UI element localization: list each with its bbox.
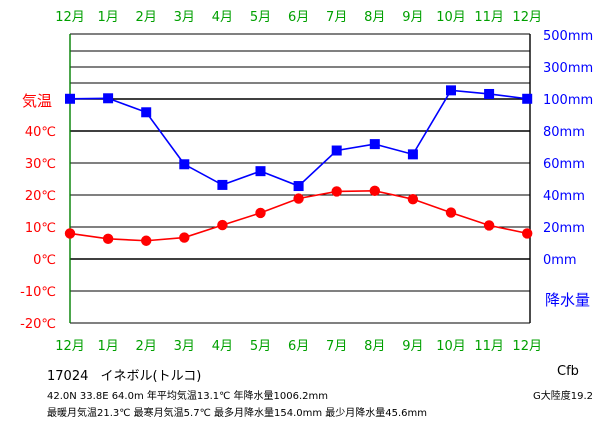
month-label-bottom: 9月 (402, 339, 423, 354)
temperature-point (102, 233, 114, 245)
precipitation-tick-label: 80mm (543, 125, 585, 140)
temperature-point (217, 219, 228, 231)
climate-class: Cfb (557, 364, 579, 379)
precipitation-point (293, 181, 304, 192)
temperature-point (331, 186, 342, 197)
station-id: 17024 (47, 369, 89, 384)
precipitation-point (407, 149, 418, 160)
precipitation-point (65, 93, 75, 104)
temperature-tick-label: 10℃ (25, 221, 56, 236)
precipitation-point (141, 107, 152, 118)
temperature-point (407, 193, 419, 205)
station-info-line-1: 42.0N 33.8E 64.0m 年平均気温13.1℃ 年降水量1006.2m… (47, 391, 329, 402)
precipitation-tick-label: 40mm (543, 189, 585, 204)
precipitation-tick-label: 0mm (543, 253, 577, 268)
precipitation-point (179, 159, 190, 170)
temperature-point (445, 207, 457, 218)
precipitation-point (484, 88, 495, 99)
precipitation-series (65, 85, 533, 192)
month-label-top: 2月 (136, 10, 157, 25)
month-label-top: 10月 (436, 10, 466, 25)
temperature-axis-title: 気温 (22, 92, 52, 110)
temperature-tick-label: -10℃ (20, 285, 56, 300)
month-label-bottom: 2月 (136, 339, 157, 354)
temperature-tick-label: 20℃ (25, 189, 56, 204)
precipitation-point (369, 139, 380, 150)
month-label-top: 8月 (364, 10, 385, 25)
month-label-top: 6月 (288, 10, 309, 25)
temperature-tick-label: 40℃ (25, 125, 56, 140)
temperature-series (64, 185, 533, 246)
temperature-point (255, 207, 266, 219)
month-label-bottom: 6月 (288, 339, 309, 354)
temperature-tick-label: 0℃ (33, 253, 56, 268)
precipitation-tick-label: 300mm (543, 61, 593, 76)
precipitation-point (217, 179, 228, 190)
precipitation-tick-label: 20mm (543, 221, 585, 236)
precipitation-line (69, 89, 528, 187)
precipitation-tick-label: 500mm (543, 29, 593, 44)
month-label-bottom: 7月 (326, 339, 347, 354)
month-label-bottom: 5月 (250, 339, 271, 354)
continentality: G大陸度19.2 (533, 391, 594, 402)
temperature-point (141, 235, 152, 246)
month-label-bottom: 8月 (364, 339, 385, 354)
temperature-point (369, 185, 380, 197)
month-label-bottom: 10月 (436, 339, 466, 354)
temperature-point (483, 220, 495, 231)
plot-grid (69, 33, 531, 324)
month-label-top: 12月 (512, 10, 542, 25)
precipitation-point (255, 166, 266, 177)
top-month-labels: 12月 1月 2月 3月 4月 5月 6月 7月 8月 9月 10月 11月 12月 (55, 10, 542, 25)
station-header: 17024 イネボル(トルコ) (47, 365, 201, 384)
month-label-top: 1月 (97, 10, 118, 25)
precipitation-tick-label: 100mm (543, 93, 593, 108)
month-label-top: 4月 (212, 10, 233, 25)
station-info-line-2: 最暖月気温21.3℃ 最寒月気温5.7℃ 最多月降水量154.0mm 最少月降水… (47, 408, 428, 419)
month-label-top: 12月 (55, 10, 85, 25)
precipitation-point (522, 93, 533, 104)
month-label-top: 7月 (326, 10, 347, 25)
month-label-top: 3月 (174, 10, 195, 25)
month-label-bottom: 3月 (174, 339, 195, 354)
temperature-point (293, 193, 304, 204)
month-label-bottom: 12月 (55, 339, 85, 354)
temperature-tick-label: -20℃ (20, 317, 56, 332)
month-label-top: 11月 (474, 10, 504, 25)
precipitation-point (446, 85, 456, 96)
month-label-bottom: 12月 (512, 339, 542, 354)
month-label-top: 9月 (402, 10, 423, 25)
temperature-point (522, 228, 533, 239)
month-label-bottom: 11月 (474, 339, 504, 354)
precipitation-point (331, 145, 342, 156)
month-label-bottom: 4月 (212, 339, 233, 354)
temperature-axis: 40℃ 30℃ 20℃ 10℃ 0℃ -10℃ -20℃ (20, 125, 56, 332)
month-label-top: 5月 (250, 10, 271, 25)
precipitation-axis: 500mm 300mm 100mm 80mm 60mm 40mm 20mm 0mm (543, 29, 593, 268)
bottom-month-labels: 12月 1月 2月 3月 4月 5月 6月 7月 8月 9月 10月 11月 12月 (55, 339, 542, 354)
precipitation-axis-title: 降水量 (545, 291, 590, 309)
temperature-point (64, 228, 76, 239)
precipitation-tick-label: 60mm (543, 157, 585, 172)
station-name: イネボル(トルコ) (100, 369, 202, 384)
month-label-bottom: 1月 (97, 339, 118, 354)
precipitation-point (103, 93, 114, 104)
temperature-tick-label: 30℃ (25, 157, 56, 172)
temperature-point (179, 232, 190, 243)
